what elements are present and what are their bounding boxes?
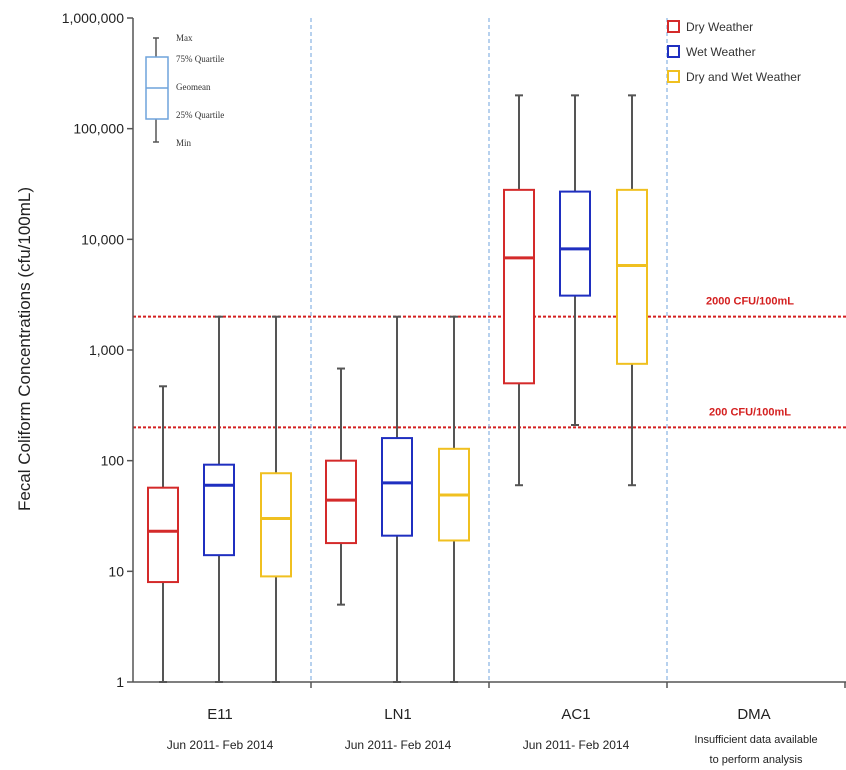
category-label: DMA [737,706,770,723]
category-label: E11 [207,706,233,723]
box-plot [381,315,413,683]
category-date-range: Jun 2011- Feb 2014 [345,738,452,752]
box-iqr [559,190,591,297]
y-tick-label: 10,000 [81,231,124,247]
box-iqr [381,437,413,537]
key-label: 25% Quartile [176,110,224,120]
category-labels: E11 Jun 2011- Feb 2014 LN1 Jun 2011- Feb 20… [167,706,818,766]
key-label: Max [176,33,193,43]
box-plots [147,94,648,683]
box-iqr [203,463,235,557]
y-tick-label: 1 [116,674,124,690]
legend-swatch [667,70,680,83]
y-tick-label: 100 [101,453,125,469]
category-date-range: Jun 2011- Feb 2014 [167,738,274,752]
box-iqr [260,472,292,578]
box-iqr [616,188,648,365]
box-plot [325,367,357,606]
reference-line-label: 200 CFU/100mL [709,406,791,418]
box-plot [147,385,179,683]
legend-label: Dry and Wet Weather [686,70,801,84]
box-plot [438,315,470,683]
legend-label: Wet Weather [686,45,756,59]
key-label: 75% Quartile [176,54,224,64]
category-label: AC1 [561,706,590,723]
box-iqr [325,459,357,545]
group-separators [310,18,668,682]
box-iqr [147,486,179,584]
category-note: to perform analysis [710,754,803,766]
y-tick-label: 1,000 [89,342,124,358]
box-iqr [503,188,535,385]
y-tick-label: 100,000 [73,121,124,137]
y-tick-label: 10 [108,563,124,579]
box-plot [260,315,292,683]
axes [127,17,846,688]
reference-line-label: 2000 CFU/100mL [706,296,794,308]
y-axis-label: Fecal Coliform Concentrations (cfu/100mL… [15,187,34,511]
key-label: Min [176,138,192,148]
legend-label: Dry Weather [686,20,753,34]
legend: Dry Weather Wet Weather Dry and Wet Weathe… [667,20,801,84]
category-label: LN1 [384,706,412,723]
box-plot [616,94,648,487]
y-tick-label: 1,000,000 [62,10,124,26]
key-label: Geomean [176,82,211,92]
legend-swatch [667,20,680,33]
box-plot [203,315,235,683]
box-key: Max 75% Quartile Geomean 25% Quartile Min [145,33,224,148]
y-tick-labels: 1 10 100 1,000 10,000 100,000 1,000,000 [62,10,125,690]
legend-swatch [667,45,680,58]
box-plot [503,94,535,487]
category-note: Insufficient data available [694,734,817,746]
box-plot [559,94,591,427]
category-date-range: Jun 2011- Feb 2014 [523,738,630,752]
